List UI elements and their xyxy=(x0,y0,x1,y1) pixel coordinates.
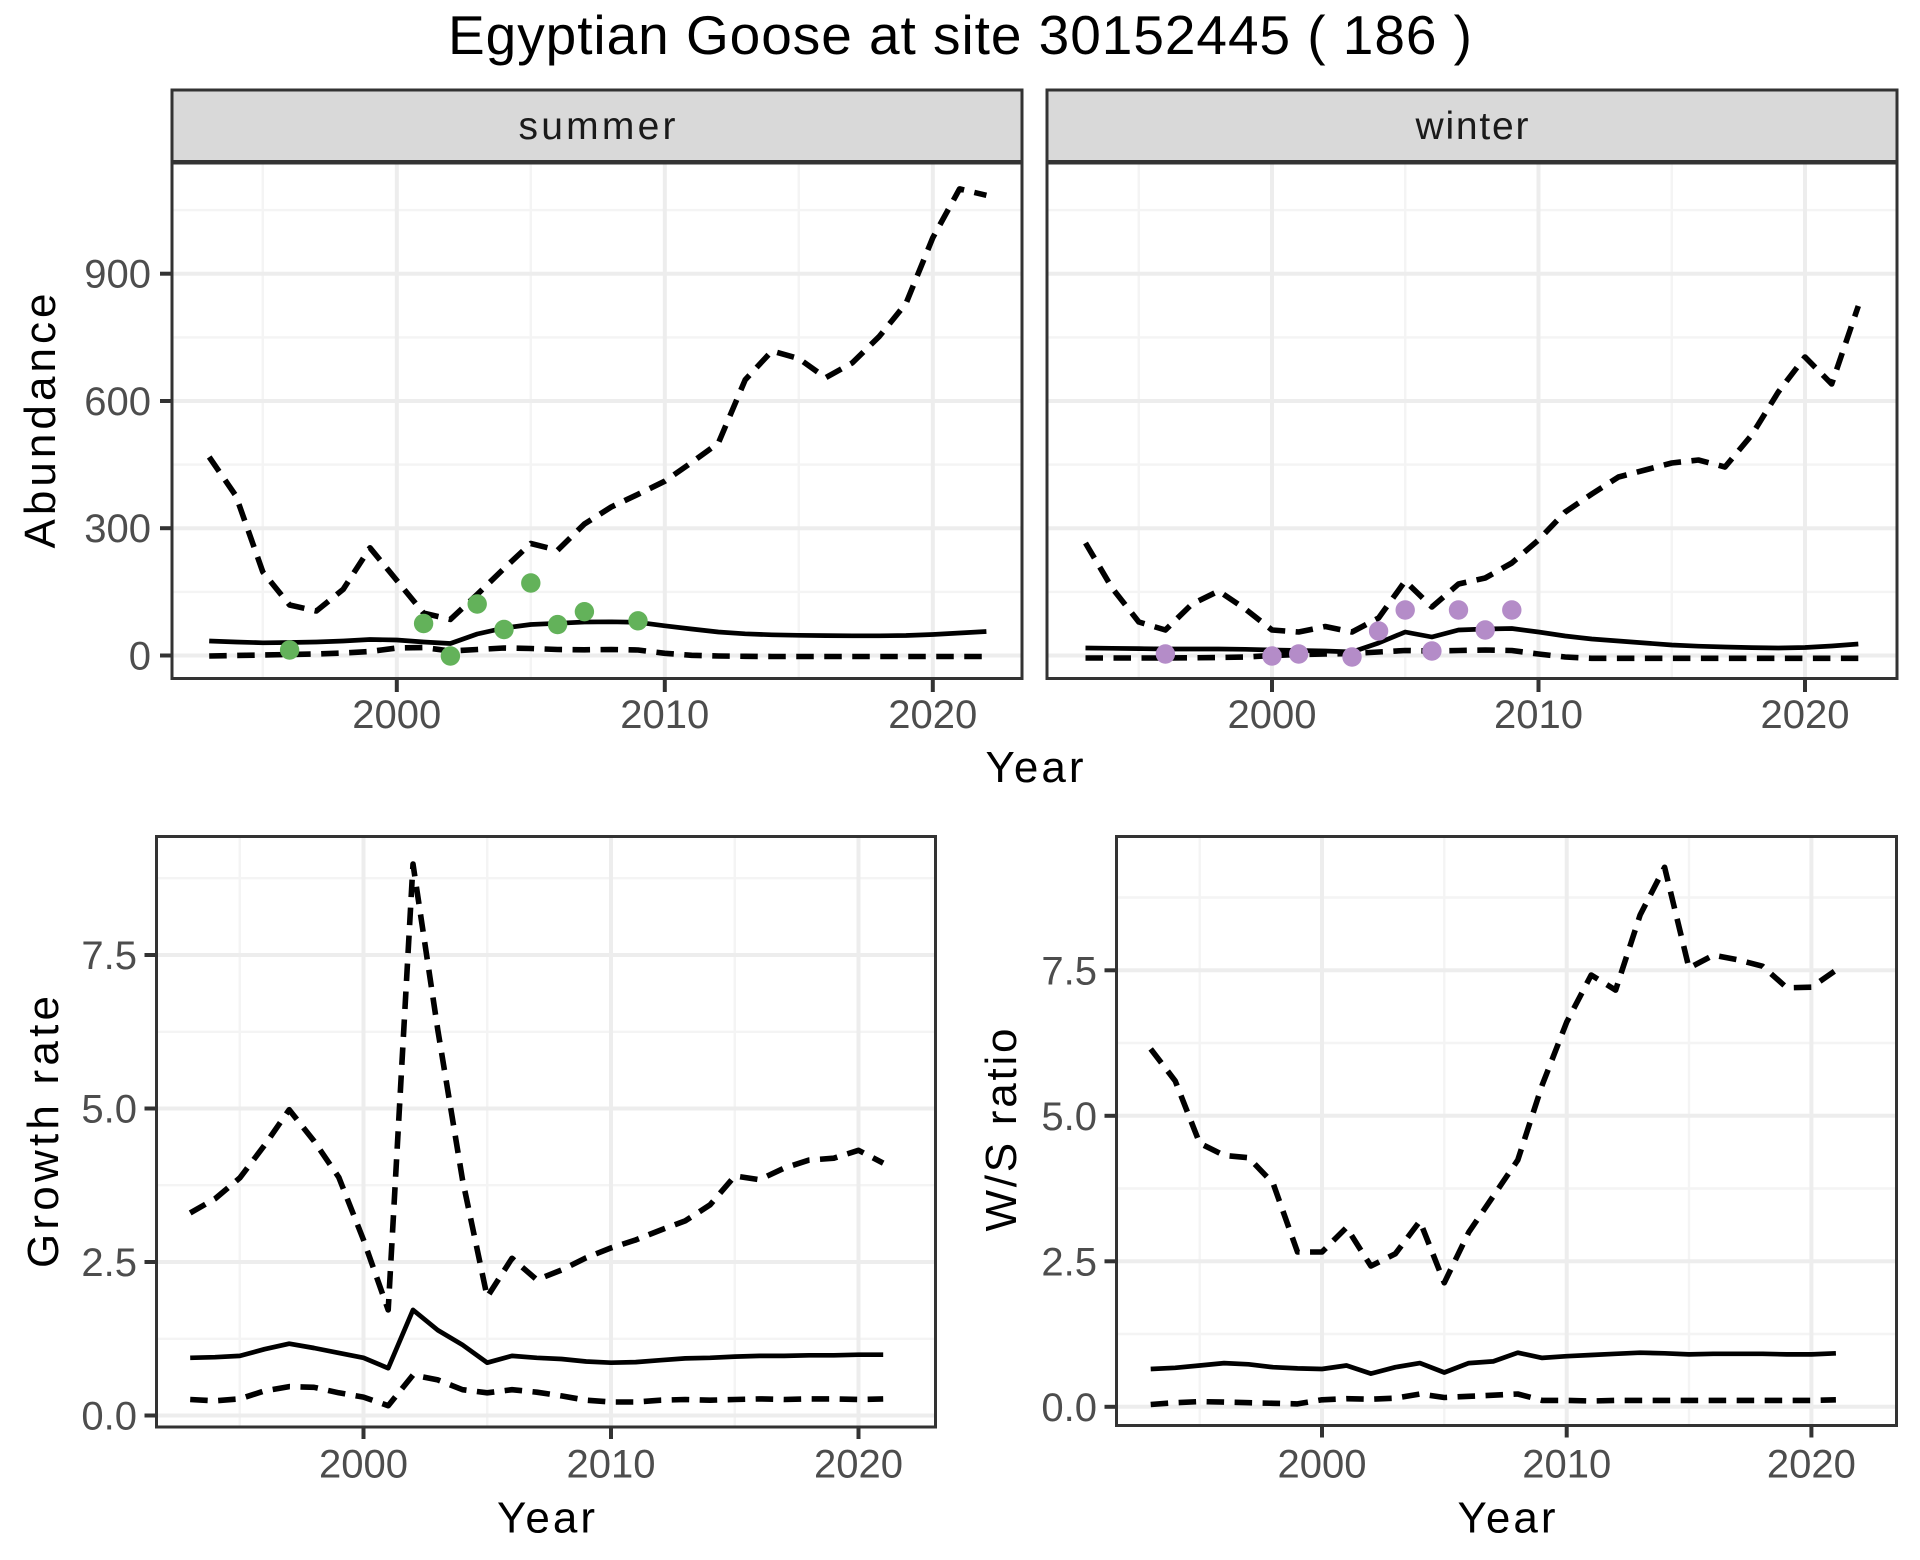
svg-text:2000: 2000 xyxy=(319,1443,408,1487)
svg-text:2010: 2010 xyxy=(1494,693,1583,737)
svg-text:summer: summer xyxy=(519,105,676,148)
svg-text:2000: 2000 xyxy=(352,693,441,737)
svg-text:Year: Year xyxy=(986,743,1084,792)
svg-text:Year: Year xyxy=(497,1494,595,1543)
svg-text:7.5: 7.5 xyxy=(81,934,137,978)
svg-text:Abundance: Abundance xyxy=(16,294,65,549)
svg-text:2010: 2010 xyxy=(567,1443,656,1487)
svg-text:2020: 2020 xyxy=(1761,693,1850,737)
svg-text:2020: 2020 xyxy=(888,693,977,737)
svg-text:winter: winter xyxy=(1415,105,1529,148)
svg-text:900: 900 xyxy=(84,253,151,297)
svg-text:7.5: 7.5 xyxy=(1041,949,1097,993)
svg-text:2020: 2020 xyxy=(1767,1443,1856,1487)
svg-text:2000: 2000 xyxy=(1228,693,1317,737)
svg-text:2010: 2010 xyxy=(620,693,709,737)
svg-text:5.0: 5.0 xyxy=(1041,1095,1097,1139)
svg-text:2020: 2020 xyxy=(814,1443,903,1487)
svg-text:Egyptian Goose at site 3015244: Egyptian Goose at site 30152445 ( 186 ) xyxy=(448,4,1472,66)
svg-text:300: 300 xyxy=(84,507,151,551)
svg-text:Year: Year xyxy=(1458,1494,1556,1543)
svg-text:600: 600 xyxy=(84,380,151,424)
svg-text:5.0: 5.0 xyxy=(81,1088,137,1132)
svg-text:0.0: 0.0 xyxy=(81,1395,137,1439)
svg-text:2.5: 2.5 xyxy=(1041,1240,1097,1284)
svg-text:W/S ratio: W/S ratio xyxy=(977,1029,1026,1232)
svg-text:0: 0 xyxy=(129,635,151,679)
svg-text:0.0: 0.0 xyxy=(1041,1386,1097,1430)
svg-text:2.5: 2.5 xyxy=(81,1241,137,1285)
svg-text:2010: 2010 xyxy=(1522,1443,1611,1487)
svg-text:2000: 2000 xyxy=(1278,1443,1367,1487)
